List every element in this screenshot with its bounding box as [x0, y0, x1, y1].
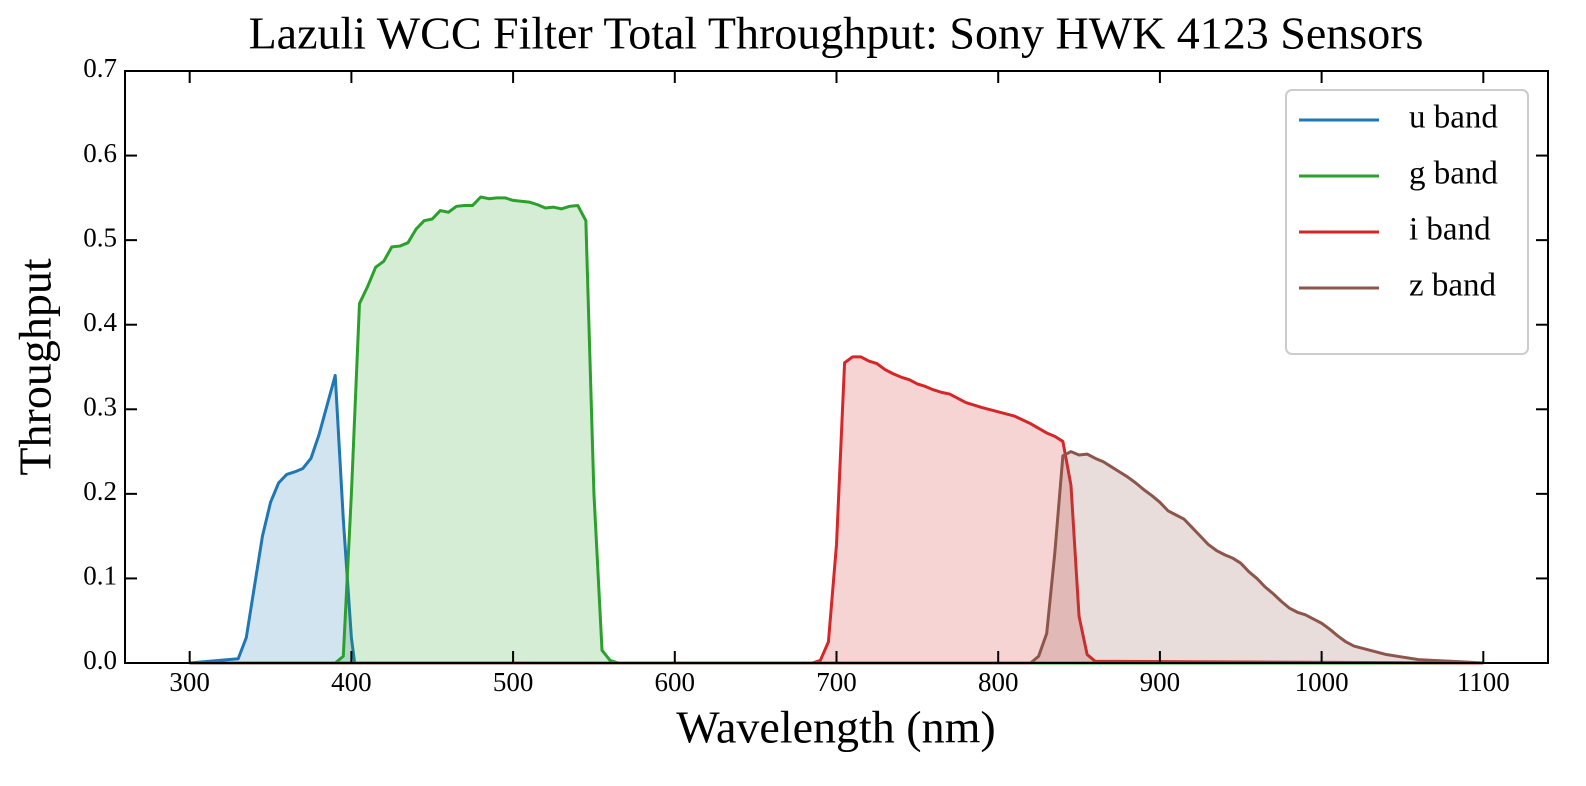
- x-axis-label: Wavelength (nm): [676, 702, 995, 753]
- y-tick-label: 0.4: [83, 307, 117, 337]
- chart-title: Lazuli WCC Filter Total Throughput: Sony…: [249, 8, 1424, 59]
- x-tick-label: 700: [816, 667, 857, 697]
- band-line: [189, 373, 357, 665]
- y-tick-label: 0.0: [83, 645, 117, 675]
- legend-label: g band: [1409, 156, 1498, 192]
- y-axis-label: Throughput: [10, 258, 61, 475]
- x-tick-label: 900: [1140, 667, 1181, 697]
- band-line: [189, 355, 1484, 665]
- band-line: [189, 450, 1484, 665]
- y-tick-label: 0.6: [83, 138, 117, 168]
- plot-area: [189, 195, 1484, 665]
- y-tick-label: 0.3: [83, 391, 117, 421]
- legend-label: z band: [1409, 268, 1497, 304]
- y-tick-label: 0.2: [83, 476, 117, 506]
- band-fill: [189, 356, 1484, 663]
- x-tick-label: 400: [331, 667, 372, 697]
- x-tick-label: 800: [978, 667, 1019, 697]
- x-tick-label: 1100: [1457, 667, 1510, 697]
- y-tick-label: 0.7: [83, 53, 117, 83]
- legend: u band g band i band z band: [1285, 89, 1529, 355]
- y-tick-label: 0.1: [83, 561, 117, 591]
- x-tick-label: 600: [655, 667, 696, 697]
- band-fill: [189, 375, 355, 663]
- band-fill: [189, 197, 1484, 664]
- legend-label: i band: [1409, 212, 1491, 248]
- band-line: [189, 195, 1484, 665]
- legend-label: u band: [1409, 100, 1498, 136]
- x-tick-label: 500: [493, 667, 534, 697]
- x-tick-label: 1000: [1295, 667, 1349, 697]
- y-tick-label: 0.5: [83, 222, 117, 252]
- x-tick-label: 300: [169, 667, 210, 697]
